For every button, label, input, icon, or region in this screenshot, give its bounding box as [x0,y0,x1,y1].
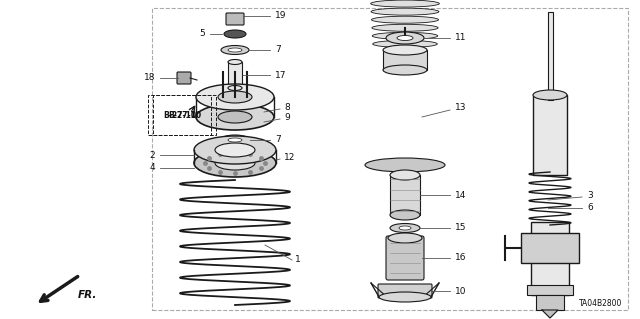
Text: 1: 1 [295,256,301,264]
Bar [531,222,569,295]
Bar [547,12,552,100]
Ellipse shape [372,41,437,48]
Text: 7: 7 [275,136,281,145]
Ellipse shape [533,90,567,100]
Bar [152,8,628,310]
Text: 17: 17 [275,70,287,79]
Ellipse shape [372,24,438,31]
Ellipse shape [371,0,439,7]
Ellipse shape [218,91,252,103]
Ellipse shape [194,149,276,177]
Ellipse shape [365,158,445,172]
Ellipse shape [196,104,274,130]
Ellipse shape [390,210,420,220]
Ellipse shape [228,85,242,91]
Ellipse shape [194,136,276,164]
Text: B-27-10: B-27-10 [168,110,201,120]
Bar [536,295,564,310]
FancyBboxPatch shape [226,13,244,25]
Text: 8: 8 [284,102,290,112]
Bar [383,50,427,70]
Bar [390,175,420,215]
Text: 12: 12 [284,153,296,162]
Ellipse shape [221,46,249,55]
Ellipse shape [228,48,242,52]
Text: 15: 15 [455,224,467,233]
FancyBboxPatch shape [378,284,432,298]
Ellipse shape [224,30,246,38]
Ellipse shape [196,84,274,110]
Text: 16: 16 [455,254,467,263]
Ellipse shape [399,226,411,230]
Text: 18: 18 [143,73,155,83]
Ellipse shape [383,45,427,55]
Ellipse shape [228,138,242,142]
Text: 9: 9 [284,113,290,122]
Ellipse shape [218,111,252,123]
Text: 13: 13 [455,103,467,113]
Text: 2: 2 [149,151,155,160]
Ellipse shape [383,65,427,75]
Ellipse shape [228,60,242,64]
Text: 3: 3 [587,190,593,199]
Ellipse shape [397,35,413,41]
Text: FR.: FR. [78,290,97,300]
Bar [533,95,567,175]
Ellipse shape [388,233,422,243]
Ellipse shape [372,32,438,39]
FancyBboxPatch shape [386,236,424,280]
Ellipse shape [390,224,420,233]
Text: 14: 14 [455,190,467,199]
Text: 4: 4 [149,164,155,173]
Bar [521,233,579,263]
Ellipse shape [371,16,438,23]
FancyBboxPatch shape [177,72,191,84]
Polygon shape [542,310,558,318]
Bar [228,62,242,88]
Text: TA04B2800: TA04B2800 [579,299,622,308]
Text: 19: 19 [275,11,287,20]
Ellipse shape [215,143,255,157]
Ellipse shape [390,170,420,180]
Text: 11: 11 [455,33,467,42]
Ellipse shape [379,292,431,302]
Text: 5: 5 [199,29,205,39]
Text: 10: 10 [455,286,467,295]
Ellipse shape [215,156,255,170]
Text: 6: 6 [587,204,593,212]
Text: B-27-10: B-27-10 [163,110,196,120]
Text: 7: 7 [275,46,281,55]
Ellipse shape [371,8,439,15]
Bar [527,285,573,295]
Ellipse shape [386,32,424,44]
Ellipse shape [220,135,250,145]
